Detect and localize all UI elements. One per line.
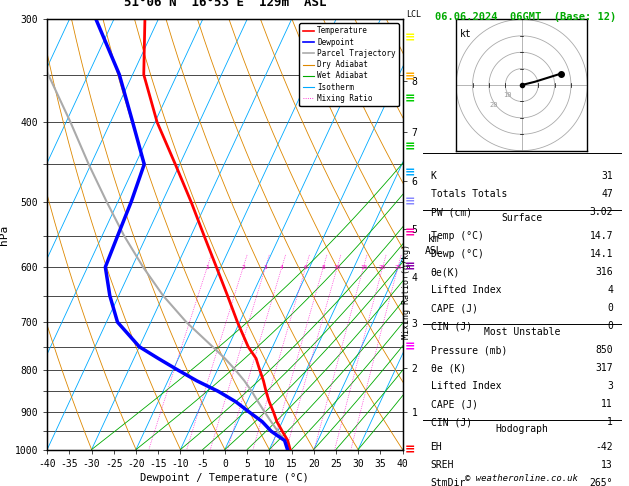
Text: ≡: ≡ [404, 31, 415, 44]
Text: 3: 3 [264, 264, 267, 270]
Text: ≡: ≡ [404, 260, 415, 274]
Text: 20: 20 [489, 102, 498, 108]
Text: Temp (°C): Temp (°C) [431, 231, 484, 241]
Text: 3: 3 [607, 382, 613, 391]
Text: 14.7: 14.7 [589, 231, 613, 241]
Text: CAPE (J): CAPE (J) [431, 399, 477, 409]
Text: 47: 47 [601, 189, 613, 199]
Text: kt: kt [459, 29, 471, 39]
Text: Dewp (°C): Dewp (°C) [431, 249, 484, 259]
Text: Lifted Index: Lifted Index [431, 382, 501, 391]
Text: 4: 4 [280, 264, 284, 270]
Text: LCL: LCL [406, 10, 421, 19]
Text: θe(K): θe(K) [431, 267, 460, 277]
Text: Pressure (mb): Pressure (mb) [431, 346, 507, 355]
Text: θe (K): θe (K) [431, 364, 466, 373]
Text: SREH: SREH [431, 460, 454, 469]
Text: -42: -42 [595, 442, 613, 451]
Text: 0: 0 [607, 303, 613, 313]
Text: 0: 0 [607, 321, 613, 331]
Text: 3.02: 3.02 [589, 207, 613, 217]
X-axis label: Dewpoint / Temperature (°C): Dewpoint / Temperature (°C) [140, 473, 309, 483]
Text: 13: 13 [601, 460, 613, 469]
Text: ≡: ≡ [404, 195, 415, 208]
Text: ≡: ≡ [404, 71, 415, 84]
Text: 10: 10 [504, 92, 512, 98]
Text: K: K [431, 171, 437, 181]
Text: 8: 8 [321, 264, 325, 270]
Text: 06.06.2024  06GMT  (Base: 12): 06.06.2024 06GMT (Base: 12) [435, 12, 616, 22]
Text: 6: 6 [304, 264, 308, 270]
Text: Mixing Ratio (g/kg): Mixing Ratio (g/kg) [402, 244, 411, 339]
Text: CIN (J): CIN (J) [431, 321, 472, 331]
Text: 1: 1 [206, 264, 209, 270]
Text: 14.1: 14.1 [589, 249, 613, 259]
Text: 31: 31 [601, 171, 613, 181]
Text: 1: 1 [607, 417, 613, 427]
Text: EH: EH [431, 442, 442, 451]
Text: ≡: ≡ [404, 167, 415, 180]
Text: 10: 10 [333, 264, 341, 270]
Text: 316: 316 [595, 267, 613, 277]
Text: Totals Totals: Totals Totals [431, 189, 507, 199]
Y-axis label: km
ASL: km ASL [425, 234, 443, 256]
Text: ≡: ≡ [404, 443, 415, 456]
Text: 265°: 265° [589, 478, 613, 486]
Text: 25: 25 [394, 264, 402, 270]
Y-axis label: hPa: hPa [0, 225, 9, 244]
Text: StmDir: StmDir [431, 478, 466, 486]
Text: 11: 11 [601, 399, 613, 409]
Text: CAPE (J): CAPE (J) [431, 303, 477, 313]
Text: ≡: ≡ [404, 340, 415, 353]
Legend: Temperature, Dewpoint, Parcel Trajectory, Dry Adiabat, Wet Adiabat, Isotherm, Mi: Temperature, Dewpoint, Parcel Trajectory… [299, 23, 399, 106]
Text: ≡: ≡ [404, 93, 415, 105]
Text: 51°06'N  16°53'E  129m  ASL: 51°06'N 16°53'E 129m ASL [124, 0, 326, 9]
Text: 317: 317 [595, 364, 613, 373]
Text: 850: 850 [595, 346, 613, 355]
Text: PW (cm): PW (cm) [431, 207, 472, 217]
Text: © weatheronline.co.uk: © weatheronline.co.uk [465, 474, 578, 483]
Text: 15: 15 [360, 264, 367, 270]
Text: Lifted Index: Lifted Index [431, 285, 501, 295]
Text: Surface: Surface [501, 213, 542, 223]
Text: Most Unstable: Most Unstable [484, 328, 560, 337]
Text: ≡: ≡ [404, 226, 415, 240]
Text: 2: 2 [242, 264, 245, 270]
Text: 20: 20 [379, 264, 386, 270]
Text: Hodograph: Hodograph [495, 424, 548, 434]
Text: 4: 4 [607, 285, 613, 295]
Text: CIN (J): CIN (J) [431, 417, 472, 427]
Text: ≡: ≡ [404, 140, 415, 154]
